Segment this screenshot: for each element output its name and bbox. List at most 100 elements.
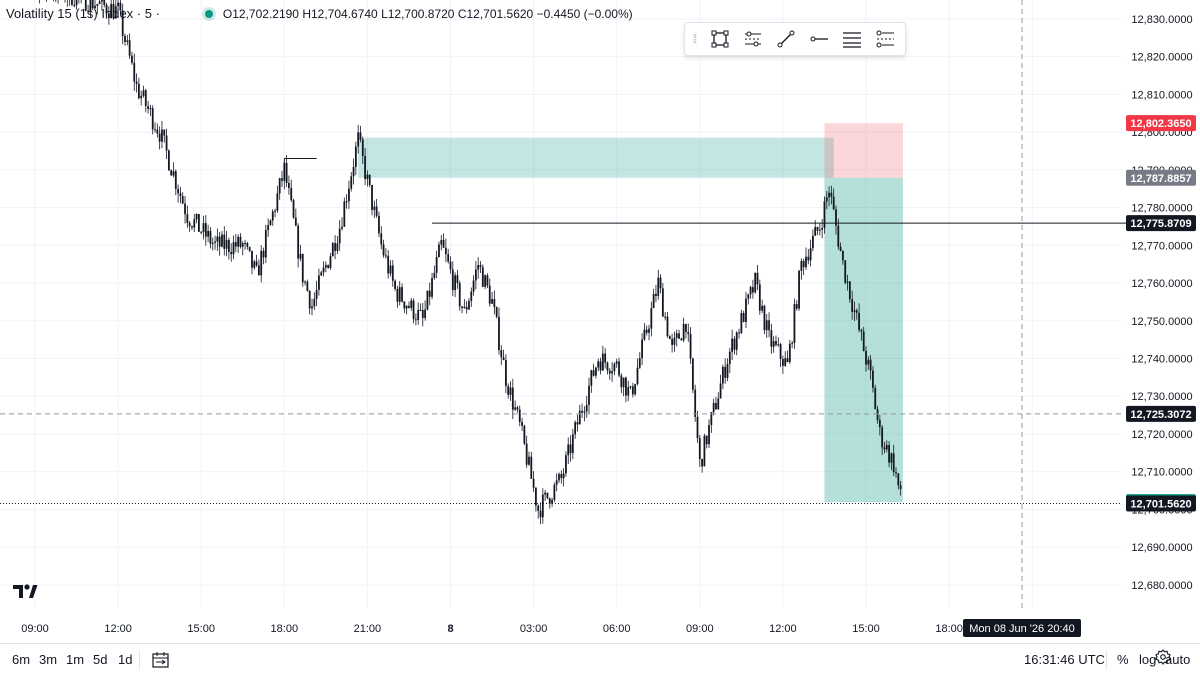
candle-body (124, 35, 126, 42)
candle-body (682, 324, 685, 341)
candle-body (133, 62, 136, 82)
candle-body (375, 206, 378, 216)
candle-body (731, 338, 734, 352)
candle-body (424, 309, 427, 318)
candle-body (218, 236, 221, 247)
time-tick-label: 03:00 (520, 623, 548, 635)
horizontal-ray-icon[interactable] (802, 25, 835, 53)
auto-scale-toggle[interactable]: auto (1165, 652, 1191, 667)
drawing-floating-toolbar[interactable]: ⁞⁞ (684, 22, 906, 56)
candle-body (569, 444, 572, 454)
candle-body (830, 192, 833, 197)
candle-body (121, 10, 124, 36)
timeframe-1m-button[interactable]: 1m (66, 652, 85, 667)
candle-body (454, 275, 457, 291)
candle-body (336, 243, 339, 251)
candle-body (853, 310, 856, 312)
candle-body (431, 277, 433, 297)
price-chart[interactable]: 12,830.000012,820.000012,810.000012,800.… (0, 0, 1200, 643)
settings-list-icon[interactable] (736, 25, 769, 53)
candle-body (814, 227, 817, 236)
drag-handle-icon[interactable]: ⁞⁞ (692, 32, 698, 46)
candle-body (223, 234, 226, 249)
candle-body (788, 343, 791, 363)
drawing-layer[interactable] (358, 123, 903, 503)
candle-body (394, 280, 396, 289)
date-range-icon[interactable] (151, 651, 171, 669)
candle-body (754, 272, 757, 293)
candle-body (592, 370, 595, 376)
candle-body (770, 330, 773, 347)
candle-body (255, 261, 258, 266)
candle-body (673, 337, 676, 345)
tradingview-logo[interactable] (12, 580, 38, 602)
candle-body (477, 265, 480, 270)
trend-line-icon[interactable] (769, 25, 802, 53)
timeframe-5d-button[interactable]: 5d (93, 652, 108, 667)
object-tree-icon[interactable] (868, 25, 901, 53)
stop-loss-zone[interactable] (824, 123, 903, 178)
log-scale-toggle[interactable]: log (1139, 652, 1157, 667)
candle-body (251, 250, 253, 268)
candle-body (474, 269, 477, 281)
candle-body (373, 206, 376, 210)
candle-body (516, 407, 519, 410)
candle-body (832, 196, 835, 210)
candle-body (793, 304, 796, 343)
time-tick-label: 09:00 (686, 623, 714, 635)
timeframe-6m-button[interactable]: 6m (12, 652, 31, 667)
candle-body (428, 290, 431, 297)
candle-body (463, 306, 466, 308)
level-price-tag-background (1126, 215, 1196, 232)
candle-body (502, 357, 505, 361)
time-axis[interactable]: 09:00 12:00 15:00 18:00 21:00 8 03:00 06:00 09:0… (21, 619, 1081, 637)
candle-body (694, 389, 697, 417)
time-tick-label: 06:00 (603, 623, 631, 635)
candle-body (368, 174, 371, 186)
candle-body (567, 444, 570, 456)
candle-body (131, 55, 133, 63)
candle-body (241, 243, 244, 247)
lines-icon[interactable] (835, 25, 868, 53)
candle-body (89, 0, 92, 12)
candle-body (525, 443, 528, 465)
candle-body (253, 261, 256, 268)
percent-scale-toggle[interactable]: % (1117, 652, 1129, 667)
symbol-title[interactable]: Volatility 15 (1s) Index · 5 · (6, 6, 160, 21)
candle-body (274, 210, 276, 212)
candle-body (576, 422, 579, 425)
candle-body (726, 364, 729, 378)
timeframe-3m-button[interactable]: 3m (39, 652, 58, 667)
supply-zone-rectangle[interactable] (358, 137, 834, 178)
candle-body (472, 280, 475, 292)
price-axis[interactable]: 12,830.000012,820.000012,810.000012,800.… (1126, 14, 1196, 592)
candle-body (601, 353, 604, 371)
candle-body (331, 243, 334, 257)
candle-body (193, 219, 196, 228)
candle-body (186, 214, 189, 223)
candle-body (73, 4, 76, 6)
timeframe-1d-button[interactable]: 1d (118, 652, 133, 667)
candle-body (548, 498, 551, 504)
candle-body (281, 178, 283, 181)
candle-body (636, 367, 639, 385)
candle-body (294, 217, 297, 226)
candle-body (629, 386, 632, 388)
crosshair-price-tag-background (1126, 405, 1196, 422)
candle-body (338, 228, 341, 244)
clock-readout[interactable]: 16:31:46 UTC (1024, 652, 1105, 667)
candle-body (391, 265, 394, 281)
candle-body (784, 358, 787, 366)
candle-body (687, 331, 690, 335)
candle-body (514, 407, 517, 410)
candle-body (860, 329, 863, 332)
gear-icon[interactable] (1155, 649, 1171, 665)
candle-body (260, 250, 263, 276)
candle-body (705, 435, 708, 445)
candle-body (696, 416, 699, 439)
candle-body (738, 332, 740, 334)
candle-body (498, 316, 500, 351)
entry-price-tag: 12,787.8857 (1130, 173, 1191, 185)
rectangle-tool-icon[interactable] (703, 25, 736, 53)
candle-body (244, 243, 246, 245)
